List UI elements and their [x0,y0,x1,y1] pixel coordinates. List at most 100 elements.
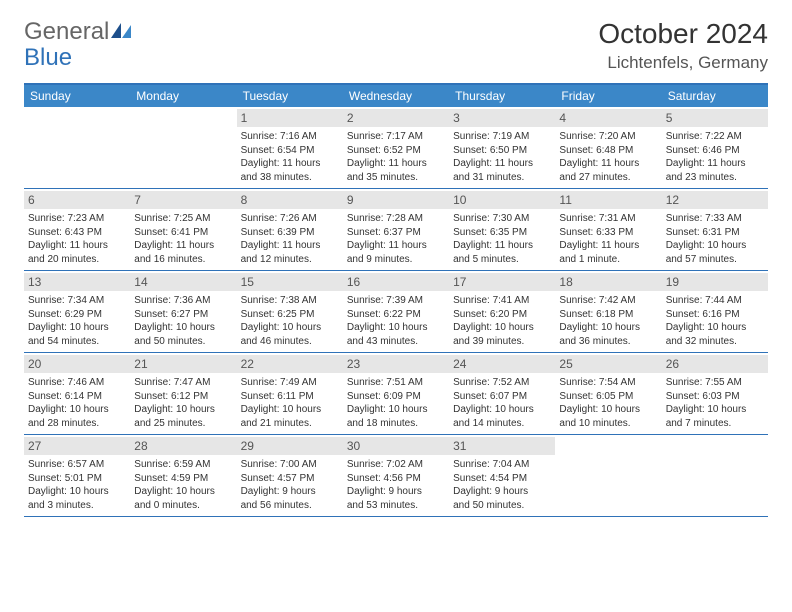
daylight-line2: and 57 minutes. [666,253,764,267]
day-info: Sunrise: 7:31 AMSunset: 6:33 PMDaylight:… [559,212,657,266]
daylight-line2: and 3 minutes. [28,499,126,513]
day-info: Sunrise: 7:38 AMSunset: 6:25 PMDaylight:… [241,294,339,348]
day-info: Sunrise: 7:30 AMSunset: 6:35 PMDaylight:… [453,212,551,266]
day-info: Sunrise: 6:57 AMSunset: 5:01 PMDaylight:… [28,458,126,512]
day-cell: 16Sunrise: 7:39 AMSunset: 6:22 PMDayligh… [343,271,449,352]
day-cell: 12Sunrise: 7:33 AMSunset: 6:31 PMDayligh… [662,189,768,270]
empty-cell [555,435,661,516]
calendar: SundayMondayTuesdayWednesdayThursdayFrid… [24,83,768,517]
daylight-line2: and 5 minutes. [453,253,551,267]
sunset: Sunset: 6:14 PM [28,390,126,404]
daylight-line1: Daylight: 11 hours [241,239,339,253]
day-cell: 21Sunrise: 7:47 AMSunset: 6:12 PMDayligh… [130,353,236,434]
day-number: 1 [237,109,343,127]
day-info: Sunrise: 7:22 AMSunset: 6:46 PMDaylight:… [666,130,764,184]
daylight-line1: Daylight: 10 hours [28,485,126,499]
daylight-line2: and 16 minutes. [134,253,232,267]
sunset: Sunset: 6:03 PM [666,390,764,404]
day-info: Sunrise: 7:49 AMSunset: 6:11 PMDaylight:… [241,376,339,430]
day-cell: 9Sunrise: 7:28 AMSunset: 6:37 PMDaylight… [343,189,449,270]
daylight-line1: Daylight: 9 hours [347,485,445,499]
daylight-line1: Daylight: 11 hours [453,239,551,253]
day-number: 7 [130,191,236,209]
sunrise: Sunrise: 7:44 AM [666,294,764,308]
day-cell: 4 Sunrise: 7:20 AMSunset: 6:48 PMDaylight… [555,107,661,188]
empty-cell [662,435,768,516]
day-cell: 15 Sunrise: 7:38 AMSunset: 6:25 PMDayligh… [237,271,343,352]
daylight-line2: and 14 minutes. [453,417,551,431]
day-number: 5 [662,109,768,127]
daylight-line2: and 9 minutes. [347,253,445,267]
day-number: 22 [237,355,343,373]
day-cell: 24Sunrise: 7:52 AMSunset: 6:07 PMDayligh… [449,353,555,434]
daylight-line1: Daylight: 10 hours [134,485,232,499]
sunrise: Sunrise: 7:39 AM [347,294,445,308]
sunrise: Sunrise: 7:41 AM [453,294,551,308]
day-number: 11 [555,191,661,209]
day-number: 4 [555,109,661,127]
day-number: 15 [237,273,343,291]
day-info: Sunrise: 7:55 AMSunset: 6:03 PMDaylight:… [666,376,764,430]
sunrise: Sunrise: 7:52 AM [453,376,551,390]
daylight-line1: Daylight: 11 hours [666,157,764,171]
day-number: 21 [130,355,236,373]
day-number: 16 [343,273,449,291]
day-number: 14 [130,273,236,291]
day-info: Sunrise: 7:20 AMSunset: 6:48 PMDaylight:… [559,130,657,184]
daylight-line1: Daylight: 10 hours [559,403,657,417]
sunset: Sunset: 6:18 PM [559,308,657,322]
day-info: Sunrise: 7:02 AMSunset: 4:56 PMDaylight:… [347,458,445,512]
day-cell: 11 Sunrise: 7:31 AMSunset: 6:33 PMDayligh… [555,189,661,270]
sunrise: Sunrise: 7:55 AM [666,376,764,390]
day-number: 6 [24,191,130,209]
daylight-line1: Daylight: 10 hours [134,321,232,335]
day-info: Sunrise: 7:34 AMSunset: 6:29 PMDaylight:… [28,294,126,348]
daylight-line2: and 56 minutes. [241,499,339,513]
sunset: Sunset: 6:41 PM [134,226,232,240]
sunset: Sunset: 4:57 PM [241,472,339,486]
daylight-line1: Daylight: 10 hours [28,321,126,335]
day-info: Sunrise: 7:26 AMSunset: 6:39 PMDaylight:… [241,212,339,266]
day-number: 28 [130,437,236,455]
daylight-line2: and 50 minutes. [453,499,551,513]
day-number: 30 [343,437,449,455]
sunrise: Sunrise: 7:46 AM [28,376,126,390]
day-number: 13 [24,273,130,291]
day-cell: 8Sunrise: 7:26 AMSunset: 6:39 PMDaylight… [237,189,343,270]
sunrise: Sunrise: 7:26 AM [241,212,339,226]
day-header-cell: Tuesday [237,85,343,107]
sunrise: Sunrise: 7:25 AM [134,212,232,226]
day-header-cell: Sunday [24,85,130,107]
daylight-line2: and 0 minutes. [134,499,232,513]
sunset: Sunset: 6:07 PM [453,390,551,404]
day-number: 10 [449,191,555,209]
sunset: Sunset: 5:01 PM [28,472,126,486]
day-cell: 19 Sunrise: 7:44 AMSunset: 6:16 PMDayligh… [662,271,768,352]
day-cell: 3Sunrise: 7:19 AMSunset: 6:50 PMDaylight… [449,107,555,188]
logo: General [24,18,133,46]
sunrise: Sunrise: 7:33 AM [666,212,764,226]
sunset: Sunset: 6:33 PM [559,226,657,240]
day-info: Sunrise: 6:59 AMSunset: 4:59 PMDaylight:… [134,458,232,512]
daylight-line2: and 27 minutes. [559,171,657,185]
day-cell: 14Sunrise: 7:36 AMSunset: 6:27 PMDayligh… [130,271,236,352]
day-cell: 29Sunrise: 7:00 AMSunset: 4:57 PMDayligh… [237,435,343,516]
day-number: 19 [662,273,768,291]
day-info: Sunrise: 7:52 AMSunset: 6:07 PMDaylight:… [453,376,551,430]
sunrise: Sunrise: 7:36 AM [134,294,232,308]
daylight-line1: Daylight: 9 hours [453,485,551,499]
daylight-line1: Daylight: 10 hours [347,403,445,417]
day-info: Sunrise: 7:44 AMSunset: 6:16 PMDaylight:… [666,294,764,348]
day-number: 27 [24,437,130,455]
day-cell: 5 Sunrise: 7:22 AMSunset: 6:46 PMDaylight… [662,107,768,188]
day-cell: 22 Sunrise: 7:49 AMSunset: 6:11 PMDayligh… [237,353,343,434]
sunrise: Sunrise: 7:17 AM [347,130,445,144]
daylight-line2: and 10 minutes. [559,417,657,431]
sunset: Sunset: 6:54 PM [241,144,339,158]
day-cell: 13 Sunrise: 7:34 AMSunset: 6:29 PMDayligh… [24,271,130,352]
day-number: 2 [343,109,449,127]
sail-icon [111,23,133,41]
day-number: 20 [24,355,130,373]
day-number: 25 [555,355,661,373]
daylight-line2: and 32 minutes. [666,335,764,349]
